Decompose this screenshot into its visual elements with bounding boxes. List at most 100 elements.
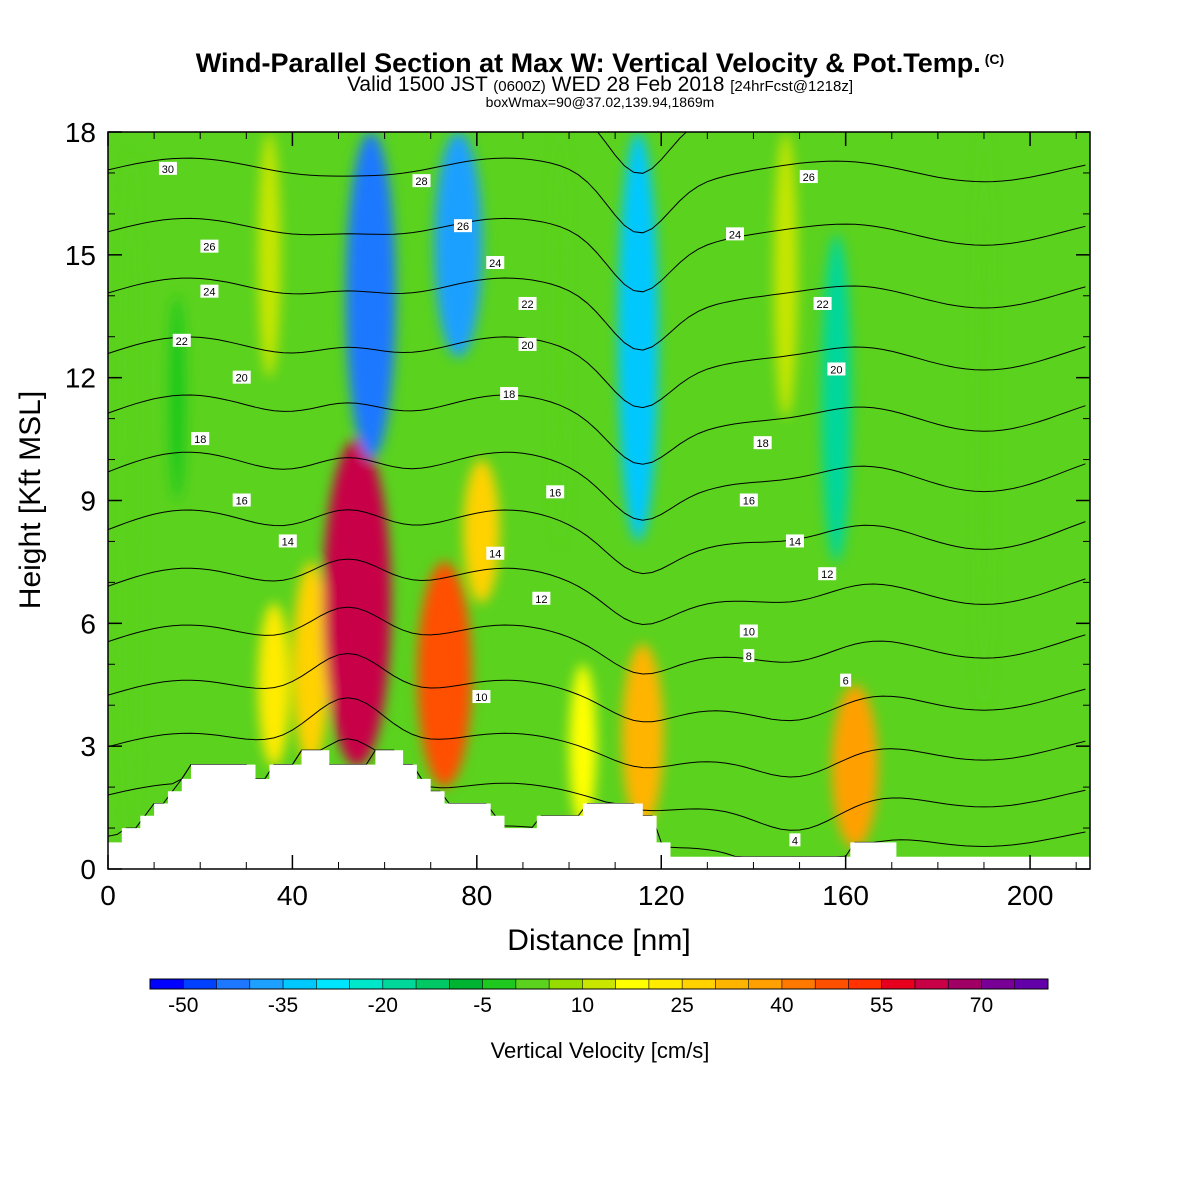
colorbar-swatch [781, 979, 816, 989]
isoline-label: 26 [200, 239, 219, 254]
colorbar-swatch [216, 979, 251, 989]
isoline-labels: 30 26 24 22 20 18 16 14 28 26 24 22 20 18 16 14 12 10 26 24… [158, 161, 852, 847]
y-tick-label: 0 [80, 854, 96, 885]
theta-isoline [108, 394, 1086, 465]
isoline-label-box [486, 546, 505, 560]
isoline-label-box [200, 284, 219, 298]
w-cell [551, 132, 568, 542]
colorbar-swatch [914, 979, 949, 989]
colorbar-tick-label: -20 [368, 994, 398, 1017]
isoline-label-box [739, 493, 758, 507]
isoline-label-box [827, 362, 846, 376]
x-tick-label: 40 [277, 880, 308, 911]
isoline-label-text: 14 [489, 549, 501, 561]
colorbar-swatch [848, 979, 883, 989]
w-cell [463, 459, 500, 603]
isoline-label-box [753, 436, 772, 450]
isoline-label-text: 26 [457, 221, 469, 233]
isoline-label-text: 16 [743, 496, 755, 508]
isoline-label: 14 [278, 534, 297, 548]
y-tick-label: 9 [80, 486, 96, 517]
isoline-label-text: 22 [816, 299, 828, 311]
isoline-label-text: 18 [194, 434, 206, 446]
x-axis-label: Distance [nm] [507, 924, 690, 957]
isoline-label-text: 6 [843, 676, 849, 688]
isoline-label-box [191, 432, 210, 446]
isoline-label-box [486, 256, 505, 270]
isoline-label-text: 8 [746, 651, 752, 663]
isoline-label-text: 10 [475, 692, 487, 704]
chart-box-info: boxWmax=90@37.02,139.94,1869m [485, 94, 715, 110]
isoline-label: 16 [739, 493, 758, 508]
isoline-label: 26 [453, 219, 472, 233]
w-cell [831, 684, 878, 849]
isoline-label-box [840, 673, 852, 687]
isoline-label-text: 12 [821, 569, 833, 581]
isoline-label-box [453, 219, 472, 233]
w-cell [257, 132, 281, 378]
x-tick-label: 80 [461, 880, 492, 911]
isoline-label: 18 [191, 432, 210, 446]
isoline-label-text: 14 [282, 536, 294, 548]
isoline-label: 10 [739, 624, 758, 639]
isoline-label-box [818, 567, 837, 581]
isoline-label-box [546, 485, 565, 499]
isoline-label: 12 [532, 591, 551, 606]
isoline-label-text: 10 [743, 627, 755, 639]
isoline-label-text: 4 [792, 835, 798, 847]
colorbar: -50 -35 -20 -5 10 25 40 55 70 [149, 978, 1049, 1017]
colorbar-swatch [249, 979, 284, 989]
theta-isoline [108, 217, 1086, 293]
isoline-label: 20 [232, 370, 251, 385]
colorbar-swatch [648, 979, 683, 989]
isoline-label: 6 [840, 673, 852, 688]
plot-background [108, 132, 1090, 869]
isoline-label-box [500, 387, 519, 401]
colorbar-swatch [316, 979, 351, 989]
isoline-label-text: 12 [535, 594, 547, 606]
w-cell [821, 234, 852, 562]
isoline-label-box [232, 493, 251, 507]
isoline-label-box [412, 174, 431, 188]
w-cell [345, 132, 396, 460]
vertical-velocity-field [123, 132, 992, 849]
colorbar-tick-label: -5 [473, 994, 492, 1017]
axes: 0 40 80 120 160 200 0 3 6 9 12 15 18 [65, 117, 1090, 911]
isoline-label-text: 22 [176, 336, 188, 348]
y-axis-label: Height [Kft MSL] [14, 391, 47, 609]
isoline-label-box [726, 227, 745, 241]
isoline-label-box [532, 591, 551, 605]
isoline-label-text: 20 [521, 340, 533, 352]
isoline-label-text: 18 [757, 438, 769, 450]
plot-area: 30 26 24 22 20 18 16 14 28 26 24 22 20 18 16 14 12 10 26 24… [108, 132, 1090, 869]
isoline-label: 16 [546, 485, 565, 499]
w-cell [617, 132, 659, 542]
w-cell [975, 132, 992, 706]
isoline-label-box [518, 337, 537, 351]
isoline-label-text: 24 [729, 229, 741, 241]
colorbar-label: Vertical Velocity [cm/s] [490, 1038, 710, 1063]
isoline-label-box [278, 534, 297, 548]
colorbar-tick-label: 55 [870, 994, 893, 1017]
y-tick-label: 6 [80, 608, 96, 639]
colorbar-tick-label: 25 [670, 994, 693, 1017]
isoline-label-text: 30 [162, 164, 174, 176]
isoline-label-text: 26 [203, 242, 215, 254]
colorbar-swatch [948, 979, 982, 989]
y-tick-label: 18 [65, 117, 96, 148]
x-tick-label: 160 [822, 880, 869, 911]
w-cell [258, 602, 290, 767]
theta-isoline [108, 157, 1086, 234]
isoline-label-text: 16 [549, 487, 561, 499]
isoline-label-box [743, 649, 755, 663]
isoline-label: 20 [827, 362, 846, 376]
colorbar-swatch [515, 979, 550, 989]
y-tick-label: 12 [65, 363, 96, 394]
theta-isoline [108, 697, 1086, 778]
theta-isoline [108, 277, 1086, 351]
isoline-label-box [785, 534, 804, 548]
colorbar-swatch [382, 979, 417, 989]
colorbar-swatch [150, 979, 184, 989]
colorbar-swatch [582, 979, 617, 989]
isoline-label: 18 [500, 387, 519, 401]
